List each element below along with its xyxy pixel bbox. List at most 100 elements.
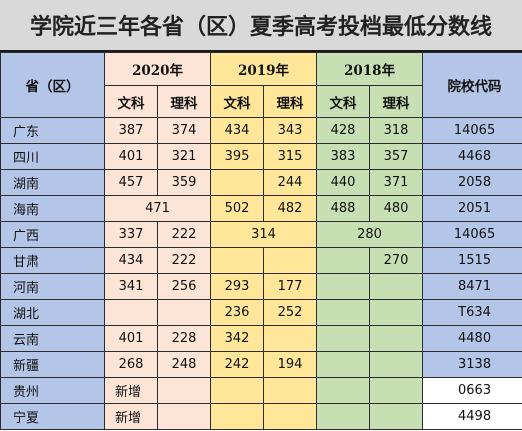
header-province: 省（区）	[0, 52, 105, 118]
code-cell: 1515	[422, 247, 522, 274]
score-cell: 222	[156, 247, 212, 274]
province-cell: 海南	[0, 195, 105, 222]
table-row: 河南 341 256 293 177 8471	[0, 273, 522, 300]
score-cell: 395	[210, 143, 265, 170]
code-cell: 2051	[422, 195, 522, 222]
page-title: 学院近三年各省（区）夏季高考投档最低分数线	[0, 0, 522, 52]
code-cell: 0663	[422, 377, 522, 404]
table-row: 宁夏 新增 4498	[0, 403, 522, 430]
score-cell: 341	[104, 273, 158, 300]
score-cell: 434	[210, 117, 265, 144]
score-cell: 482	[263, 195, 318, 222]
table-row: 甘肃 434 222 270 1515	[0, 247, 522, 274]
table-row: 贵州 新增 0663	[0, 377, 522, 404]
score-cell	[263, 325, 318, 352]
code-cell: 4498	[422, 403, 522, 430]
score-cell: 248	[156, 351, 212, 378]
score-cell: 471	[103, 195, 212, 222]
score-cell: 318	[369, 117, 424, 144]
header-2020-wenke: 文科	[104, 85, 158, 118]
score-cell	[316, 273, 371, 300]
province-cell: 宁夏	[0, 403, 105, 430]
score-cell	[316, 351, 371, 378]
table-row: 广西 337 222 314 280 14065	[0, 221, 522, 248]
score-cell: 321	[156, 143, 212, 170]
score-cell: 374	[156, 117, 212, 144]
score-cell: 428	[316, 117, 371, 144]
code-cell: 8471	[422, 273, 522, 300]
province-cell: 贵州	[0, 377, 105, 404]
score-cell: 488	[316, 195, 371, 222]
score-cell: 457	[104, 169, 158, 196]
score-cell: 194	[263, 351, 318, 378]
province-cell: 广东	[0, 117, 105, 144]
code-cell: 3138	[422, 351, 522, 378]
province-cell: 甘肃	[0, 247, 105, 274]
code-cell: 4468	[422, 143, 522, 170]
score-cell	[210, 377, 265, 404]
score-cell	[210, 403, 265, 430]
score-cell: 256	[156, 273, 212, 300]
province-cell: 湖北	[0, 299, 105, 326]
score-cell	[263, 377, 318, 404]
score-cell: 228	[156, 325, 212, 352]
score-cell	[369, 351, 424, 378]
score-cell: 387	[104, 117, 158, 144]
score-cell: 新增	[104, 377, 158, 404]
code-cell: 2058	[422, 169, 522, 196]
score-cell: 343	[263, 117, 318, 144]
header-2018-wenke: 文科	[316, 85, 371, 118]
table-row: 广东 387 374 434 343 428 318 14065	[0, 117, 522, 144]
header-2018-like: 理科	[369, 85, 424, 118]
score-cell	[316, 377, 371, 404]
score-cell	[369, 299, 424, 326]
header-code: 院校代码	[422, 52, 522, 118]
score-cell: 440	[316, 169, 371, 196]
score-cell	[369, 403, 424, 430]
score-cell: 252	[263, 299, 318, 326]
score-cell	[316, 247, 371, 274]
score-cell: 293	[210, 273, 265, 300]
header-2018: 2018年	[316, 52, 424, 86]
header-2020: 2020年	[103, 52, 212, 86]
score-cell: 244	[263, 169, 318, 196]
table-row: 湖北 236 252 T634	[0, 299, 522, 326]
score-cell: 242	[210, 351, 265, 378]
score-table: 省（区） 2020年 2019年 2018年 院校代码 文科 理科 文科 理科 …	[0, 52, 522, 430]
score-cell	[316, 403, 371, 430]
header-2019-wenke: 文科	[210, 85, 265, 118]
score-cell: 新增	[104, 403, 158, 430]
score-cell: 222	[156, 221, 212, 248]
score-cell: 401	[104, 143, 158, 170]
score-cell: 270	[369, 247, 424, 274]
table-row: 四川 401 321 395 315 383 357 4468	[0, 143, 522, 170]
score-cell	[369, 377, 424, 404]
province-cell: 四川	[0, 143, 105, 170]
score-cell: 280	[316, 221, 424, 248]
score-cell	[210, 169, 265, 196]
code-cell: 14065	[422, 221, 522, 248]
score-cell: 371	[369, 169, 424, 196]
score-cell: 359	[156, 169, 212, 196]
header-2019-like: 理科	[263, 85, 318, 118]
code-cell: T634	[422, 299, 522, 326]
score-cell: 314	[210, 221, 318, 248]
score-cell	[263, 247, 318, 274]
score-cell: 480	[369, 195, 424, 222]
score-cell	[210, 247, 265, 274]
table-row: 云南 401 228 342 4480	[0, 325, 522, 352]
score-cell	[369, 273, 424, 300]
score-cell	[316, 299, 371, 326]
table-row: 海南 471 502 482 488 480 2051	[0, 195, 522, 222]
score-cell	[156, 377, 212, 404]
score-cell: 315	[263, 143, 318, 170]
score-cell	[369, 325, 424, 352]
header-2020-like: 理科	[156, 85, 212, 118]
score-cell: 357	[369, 143, 424, 170]
score-cell	[104, 299, 158, 326]
header-2019: 2019年	[210, 52, 318, 86]
score-cell	[156, 403, 212, 430]
province-cell: 广西	[0, 221, 105, 248]
province-cell: 云南	[0, 325, 105, 352]
score-cell: 434	[104, 247, 158, 274]
